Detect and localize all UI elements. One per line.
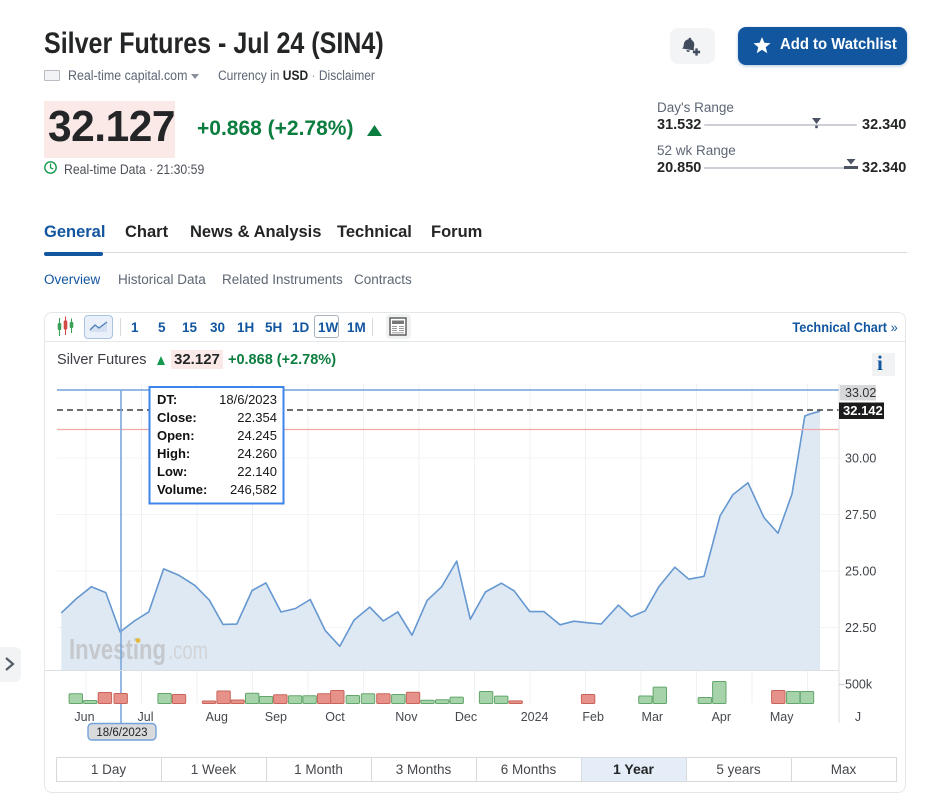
svg-text:High:: High: — [157, 446, 190, 461]
svg-text:18/6/2023: 18/6/2023 — [96, 727, 147, 739]
svg-text:Jun: Jun — [74, 710, 94, 724]
svg-text:Aug: Aug — [206, 710, 228, 724]
svg-text:Oct: Oct — [325, 710, 345, 724]
svg-text:27.50: 27.50 — [845, 508, 876, 522]
svg-text:Dec: Dec — [455, 710, 477, 724]
svg-text:Apr: Apr — [712, 710, 731, 724]
svg-text:Investing: Investing — [69, 634, 166, 666]
svg-text:2024: 2024 — [521, 710, 549, 724]
svg-text:246,582: 246,582 — [230, 482, 277, 497]
svg-text:Volume:: Volume: — [157, 482, 207, 497]
svg-text:Low:: Low: — [157, 464, 187, 479]
svg-text:Open:: Open: — [157, 428, 195, 443]
svg-text:J: J — [855, 710, 861, 724]
svg-text:33.02: 33.02 — [845, 386, 876, 400]
svg-text:18/6/2023: 18/6/2023 — [219, 392, 277, 407]
svg-text:30.00: 30.00 — [845, 452, 876, 466]
svg-text:Sep: Sep — [265, 710, 287, 724]
svg-text:22.50: 22.50 — [845, 621, 876, 635]
svg-text:Close:: Close: — [157, 410, 197, 425]
svg-text:22.140: 22.140 — [237, 464, 277, 479]
svg-text:500k: 500k — [845, 678, 873, 692]
svg-text:24.245: 24.245 — [237, 428, 277, 443]
svg-text:24.260: 24.260 — [237, 446, 277, 461]
svg-text:.com: .com — [168, 637, 208, 665]
svg-text:May: May — [770, 710, 794, 724]
svg-text:Jul: Jul — [138, 710, 154, 724]
svg-text:Nov: Nov — [395, 710, 418, 724]
svg-text:22.354: 22.354 — [237, 410, 277, 425]
svg-text:DT:: DT: — [157, 392, 177, 407]
svg-text:Mar: Mar — [642, 710, 664, 724]
svg-text:25.00: 25.00 — [845, 565, 876, 579]
svg-text:32.142: 32.142 — [843, 403, 883, 418]
svg-text:Feb: Feb — [582, 710, 604, 724]
